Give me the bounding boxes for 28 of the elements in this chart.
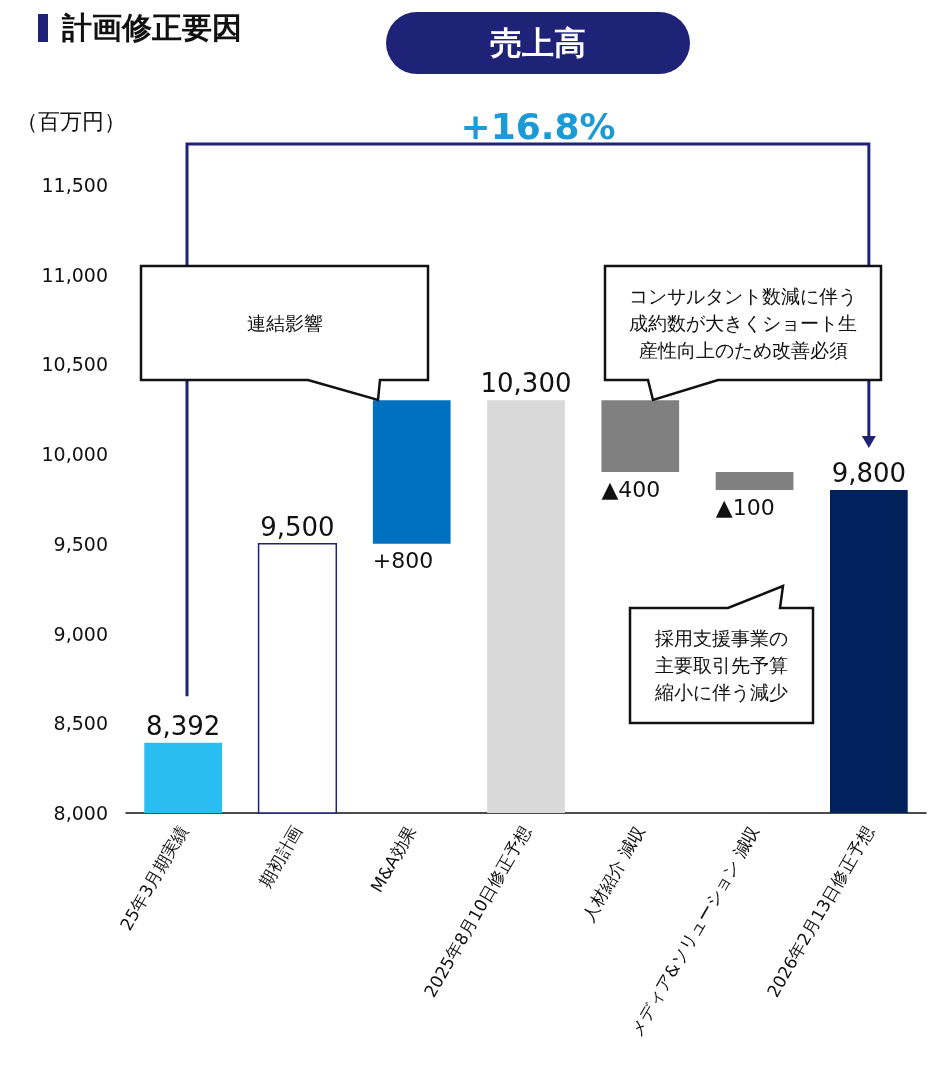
speech-bubble: 連結影響	[139, 264, 430, 402]
y-tick-label: 10,500	[41, 353, 108, 376]
data-label: +800	[372, 548, 434, 574]
chart-title: 計画修正要因	[62, 10, 242, 46]
x-tick-label: 期初計画	[254, 822, 307, 891]
annotation: 連結影響	[245, 310, 324, 336]
annotation: 採用支援事業の主要取引先予算縮小に伴う減少	[654, 626, 789, 705]
x-tick-label: 人材紹介 減収	[577, 822, 649, 926]
y-tick-label: 8,000	[53, 802, 108, 824]
data-label: 10,300	[480, 368, 572, 399]
y-tick-label: 8,500	[53, 712, 108, 735]
y-tick-label: 9,000	[53, 622, 108, 645]
data-label: 8,392	[145, 710, 221, 741]
data-label: ▲100	[715, 494, 775, 520]
y-tick-label: 10,000	[41, 443, 108, 466]
speech-bubble: 採用支援事業の主要取引先予算縮小に伴う減少	[628, 584, 815, 725]
speech-bubble: コンサルタント数減に伴う成約数が大きくショート生産性向上のため改善必須	[603, 264, 883, 402]
data-label: 9,500	[260, 511, 335, 542]
data-label: ▲400	[601, 476, 661, 502]
y-tick-label: 11,000	[41, 263, 108, 286]
annotation: コンサルタント数減に伴う成約数が大きくショート生産性向上のため改善必須	[628, 283, 858, 363]
y-tick-label: 11,500	[41, 174, 108, 196]
text: +16.8%	[460, 105, 616, 147]
chart-subtitle: 売上高	[490, 24, 586, 62]
y-tick-label: 9,500	[53, 532, 108, 555]
x-tick-label: 25年3月期実績	[115, 822, 192, 934]
data-label: 9,800	[831, 458, 907, 489]
y-axis-title: （百万円）	[16, 108, 126, 134]
